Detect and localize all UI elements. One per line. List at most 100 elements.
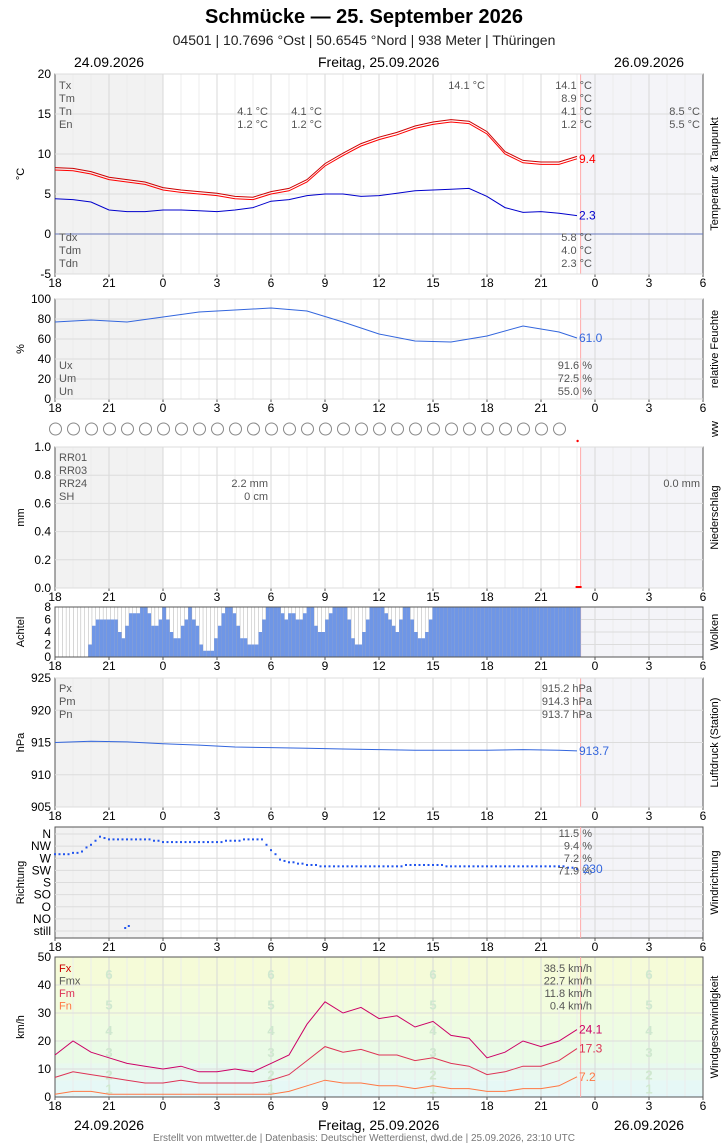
- cloud-bar: [447, 607, 452, 657]
- winddir-point: [387, 865, 389, 868]
- wind-stat-label: Fn: [59, 1001, 72, 1013]
- winddir-point: [337, 865, 340, 868]
- wind-xtick: 18: [480, 1099, 494, 1113]
- wind-xtick: 6: [700, 1099, 707, 1113]
- cloud-bar: [269, 607, 274, 657]
- date-prev-bottom[interactable]: 24.09.2026: [74, 1117, 145, 1133]
- humidity-stat-label: Ux: [59, 360, 73, 372]
- wind-stat-value: 11.8 km/h: [545, 988, 593, 1000]
- wind-bft-label: 6: [429, 967, 436, 982]
- winddir-point: [558, 865, 560, 868]
- cloud-bar: [365, 619, 370, 657]
- temperature-side-label: Temperatur & Taupunkt: [709, 117, 721, 231]
- pressure-P-last-value: 913.7: [579, 744, 609, 758]
- cloud-bar: [491, 607, 496, 657]
- ww-symbol: [85, 422, 98, 436]
- temperature-Td-series-line: [54, 187, 578, 217]
- winddir-point: [166, 841, 169, 844]
- cloud-bar: [506, 607, 511, 657]
- clouds-xtick: 9: [322, 659, 329, 673]
- cloud-empty: [84, 606, 89, 658]
- date-next-bottom[interactable]: 26.09.2026: [614, 1117, 685, 1133]
- ww-symbol: [517, 422, 530, 436]
- winddir-point: [225, 839, 227, 842]
- cloud-bar: [247, 644, 252, 657]
- date-current-top: Freitag, 25.09.2026: [318, 54, 440, 70]
- pressure-ytick: 925: [31, 671, 51, 685]
- winddir-point: [328, 865, 331, 868]
- cloud-bar: [495, 607, 500, 657]
- winddir-point: [373, 865, 376, 868]
- precip-xtick: 3: [214, 590, 221, 604]
- pressure-ytick: 905: [31, 800, 51, 814]
- temperature-xtick: 0: [592, 276, 599, 290]
- winddir-point: [409, 863, 412, 866]
- cloud-bar: [428, 619, 433, 657]
- cloud-bar: [317, 632, 322, 657]
- humidity-ytick: 80: [38, 312, 52, 326]
- cloud-bar: [228, 607, 233, 657]
- winddir-point: [193, 841, 196, 844]
- winddir-point: [508, 865, 511, 868]
- ww-symbol: [535, 422, 548, 436]
- cloud-bar: [484, 607, 489, 657]
- ww-symbol: [301, 422, 314, 436]
- wind-bft-label: 4: [645, 1023, 653, 1038]
- temperature-stat-d1: 4.1 °C: [237, 106, 268, 118]
- winddir-point: [76, 851, 79, 854]
- winddir-point: [463, 865, 466, 868]
- cloud-empty: [65, 606, 70, 658]
- temperature-stat-label: Tx: [59, 80, 72, 92]
- clouds-ytick: 2: [44, 638, 51, 652]
- temperature-dew-value: 4.0 °C: [561, 245, 592, 257]
- precip-y-label: mm: [15, 508, 27, 526]
- clouds-xtick: 18: [48, 659, 62, 673]
- cloud-bar: [280, 613, 285, 657]
- winddir-point: [324, 865, 326, 868]
- cloud-bar: [562, 607, 566, 657]
- wind-bft-label: 2: [429, 1068, 436, 1083]
- pressure-ytick: 915: [31, 736, 51, 750]
- winddir-xtick: 18: [48, 940, 62, 954]
- date-prev-top[interactable]: 24.09.2026: [74, 54, 145, 70]
- page-title: Schmücke — 25. September 2026: [205, 6, 523, 28]
- wind-bft-label: 2: [645, 1068, 652, 1083]
- wind-xtick: 12: [372, 1099, 386, 1113]
- winddir-point: [261, 838, 263, 841]
- temperature-stat-d5: 8.5 °C: [669, 106, 700, 118]
- wind-ytick: 10: [38, 1062, 52, 1076]
- winddir-point: [481, 865, 484, 868]
- cloud-bar: [191, 619, 196, 657]
- cloud-bar: [532, 607, 537, 657]
- winddir-stat: 9.4 %: [564, 841, 592, 853]
- temperature-dew-value: 5.8 °C: [561, 232, 592, 244]
- winddir-point: [351, 865, 353, 868]
- winddir-point: [306, 863, 308, 866]
- temperature-dew-label: Tdx: [59, 232, 78, 244]
- humidity-xtick: 9: [322, 401, 329, 415]
- wind-bft-label: 1: [267, 1082, 274, 1097]
- winddir-point: [486, 865, 488, 868]
- cloud-empty: [202, 606, 207, 658]
- cloud-bar: [184, 619, 189, 657]
- cloud-empty: [210, 606, 215, 658]
- cloud-bar: [117, 632, 122, 657]
- ww-symbol: [49, 422, 62, 436]
- winddir-point: [342, 865, 344, 868]
- pressure-xtick: 6: [700, 809, 707, 823]
- cloud-bar: [158, 619, 163, 657]
- pressure-y-label: hPa: [15, 732, 27, 752]
- wind-xtick: 0: [160, 1099, 167, 1113]
- date-next-top[interactable]: 26.09.2026: [614, 54, 685, 70]
- cloud-bar: [136, 613, 141, 657]
- winddir-ytick: S: [43, 876, 51, 890]
- winddir-point: [454, 865, 457, 868]
- clouds-xtick: 18: [480, 659, 494, 673]
- cloud-bar: [299, 619, 303, 657]
- winddir-ytick: W: [40, 851, 52, 865]
- cloud-bar: [373, 607, 378, 657]
- cloud-bar: [251, 644, 255, 657]
- humidity-U-series-line: [54, 307, 578, 343]
- humidity-stat-value: 72.5 %: [558, 373, 592, 385]
- cloud-bar: [214, 638, 218, 657]
